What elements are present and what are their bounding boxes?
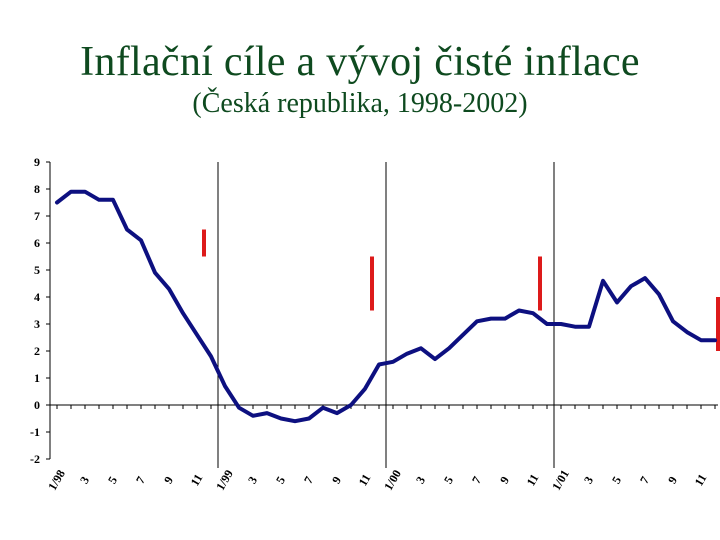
y-tick-label: 9 [34,155,40,169]
x-tick-label: 11 [188,472,206,489]
x-tick-label: 9 [161,474,176,486]
chart-title: Inflační cíle a vývoj čisté inflace [80,39,640,85]
x-tick-label: 3 [581,474,596,486]
x-tick-label: 3 [77,474,92,486]
y-tick-label: 1 [34,371,40,385]
x-tick-label: 7 [469,474,484,486]
x-tick-label: 1/00 [381,467,404,492]
chart-subtitle: (Česká republika, 1998-2002) [192,88,528,119]
x-tick-label: 5 [273,474,288,486]
y-tick-label: 6 [34,236,40,250]
x-tick-label: 9 [497,474,512,486]
y-tick-label: 0 [34,398,40,412]
x-tick-label: 5 [105,474,120,486]
y-tick-label: 2 [34,344,40,358]
x-tick-label: 5 [441,474,456,486]
x-tick-label: 3 [413,474,428,486]
y-tick-label: 8 [34,182,40,196]
y-tick-label: -1 [30,425,40,439]
x-tick-label: 1/99 [213,467,236,492]
axes [46,161,718,468]
x-tick-label: 1/98 [45,467,68,492]
x-tick-label: 7 [301,474,316,486]
net-inflation-series [55,189,717,424]
net-inflation-line [55,189,717,424]
y-tick-label: 5 [34,263,40,277]
tick-labels: 9 8 7 6 5 4 3 2 1 0 -1 -2 1/98 3 5 7 9 11 1/99 3 5 7 9 11 1/00 3 5… [30,155,709,493]
x-tick-label: 11 [524,472,542,489]
x-tick-label: 11 [692,472,710,489]
inflation-targets [202,229,720,351]
x-tick-label: 1/01 [549,467,572,492]
x-tick-label: 5 [609,474,624,486]
x-tick-label: 7 [133,474,148,486]
y-tick-label: 4 [34,290,40,304]
x-tick-label: 3 [245,474,260,486]
y-tick-label: 7 [34,209,40,223]
x-tick-label: 7 [637,474,652,486]
y-tick-label: 3 [34,317,40,331]
y-tick-label: -2 [30,452,40,466]
x-tick-label: 9 [329,474,344,486]
x-tick-label: 9 [665,474,680,486]
x-tick-label: 11 [356,472,374,489]
